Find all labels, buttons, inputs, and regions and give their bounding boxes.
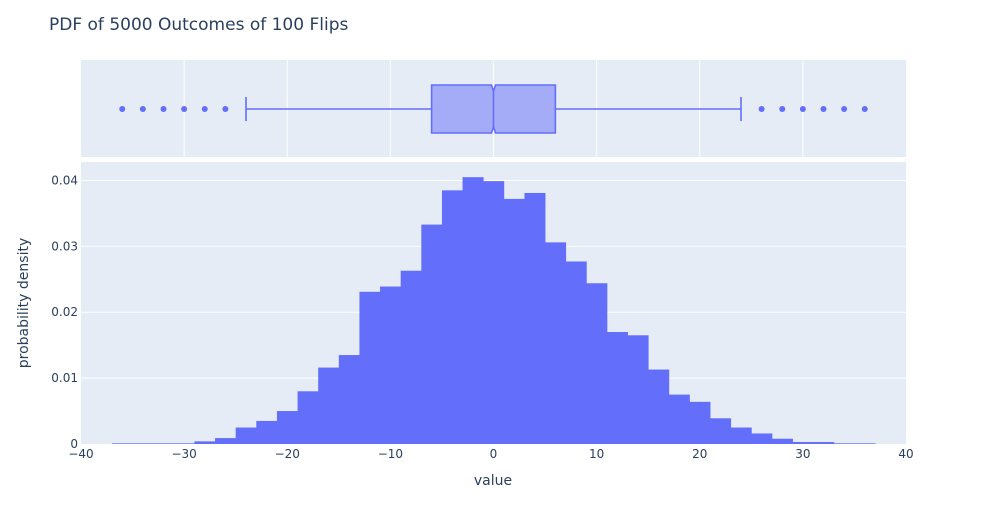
histogram-bar (627, 335, 649, 444)
x-tick-label: 10 (589, 447, 604, 461)
histogram-bar (173, 443, 195, 444)
histogram-bar (710, 418, 732, 444)
box-outlier-point (861, 106, 868, 112)
histogram-bar (689, 401, 711, 444)
histogram-bar (854, 443, 876, 444)
y-axis-label: probability density (16, 238, 32, 368)
histogram-bar (792, 442, 814, 444)
box-outlier-point (799, 106, 806, 112)
histogram-bars (111, 177, 876, 444)
x-tick-label: −40 (68, 447, 93, 461)
box-outlier-point (841, 106, 848, 112)
histogram-bar (813, 442, 835, 444)
histogram-bar (235, 427, 257, 444)
box-outlier-point (139, 106, 146, 112)
histogram-bar (132, 443, 154, 444)
histogram-bar (441, 190, 463, 444)
histogram-bar (606, 331, 628, 444)
x-tick-label: 40 (898, 447, 913, 461)
histogram-bar (462, 177, 484, 444)
histogram-bar (297, 391, 319, 444)
box-outlier-point (820, 106, 827, 112)
histogram-bar (153, 443, 175, 444)
histogram-bar (421, 224, 443, 444)
histogram-bar (668, 394, 690, 444)
histogram-bar (380, 286, 402, 444)
histogram-bar (338, 355, 360, 444)
box-outlier-point (181, 106, 188, 112)
box-plot (119, 84, 868, 134)
box-outlier-point (119, 106, 126, 112)
y-tick-label: 0.01 (51, 371, 78, 385)
box-outlier-point (222, 106, 229, 112)
y-tick-label: 0.04 (51, 173, 78, 187)
chart-title: PDF of 5000 Outcomes of 100 Flips (49, 15, 348, 35)
x-tick-label: 0 (490, 447, 498, 461)
x-tick-label: 20 (692, 447, 707, 461)
box-outlier-point (779, 106, 786, 112)
y-tick-label: 0.02 (51, 305, 78, 319)
histogram-bar (751, 433, 773, 444)
histogram-bar (565, 261, 587, 444)
y-tick-label: 0 (70, 437, 78, 451)
histogram-bar (276, 411, 298, 444)
histogram-bar (483, 181, 505, 444)
histogram-bar (318, 367, 340, 444)
histogram-bar (648, 369, 670, 444)
histogram-bar (194, 441, 216, 444)
histogram-bar (215, 438, 237, 444)
histogram-bar (833, 443, 855, 444)
x-axis-ticks: −40 −30 −20 −10 0 10 20 30 40 (68, 447, 913, 461)
x-axis-label: value (474, 473, 512, 489)
histogram-bar (256, 420, 278, 444)
histogram-bar (586, 283, 608, 444)
histogram-bar (524, 192, 546, 444)
y-tick-label: 0.03 (51, 239, 78, 253)
box-outlier-point (201, 106, 208, 112)
box-outlier-point (160, 106, 167, 112)
x-tick-label: −10 (378, 447, 403, 461)
histogram-bar (359, 291, 381, 444)
histogram-bar (111, 443, 133, 444)
box-outlier-point (758, 106, 765, 112)
x-tick-label: 30 (795, 447, 810, 461)
x-tick-label: −20 (275, 447, 300, 461)
histogram-bar (771, 438, 793, 444)
histogram-bar (400, 270, 422, 444)
histogram-bar (503, 198, 525, 444)
histogram-bar (545, 242, 567, 444)
x-tick-label: −30 (171, 447, 196, 461)
y-axis-ticks: 0 0.01 0.02 0.03 0.04 (51, 173, 78, 451)
histogram-bar (730, 427, 752, 444)
